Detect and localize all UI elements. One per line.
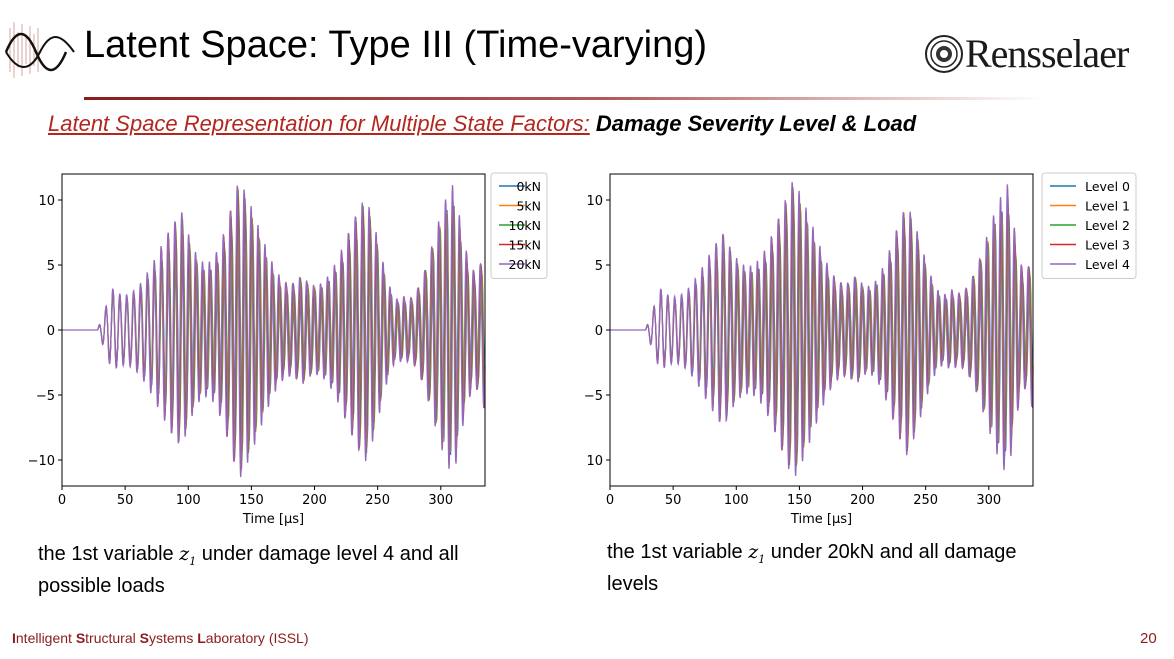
y-tick-label: 10 bbox=[586, 454, 603, 469]
y-tick-label: 10 bbox=[38, 194, 55, 209]
x-tick-label: 0 bbox=[58, 493, 66, 508]
slide-title: Latent Space: Type III (Time-varying) bbox=[84, 24, 708, 66]
y-tick-label: −10 bbox=[28, 454, 55, 469]
legend-label: Level 0 bbox=[1085, 179, 1130, 194]
footer-initial: S bbox=[139, 630, 149, 646]
x-tick-label: 250 bbox=[365, 493, 390, 508]
y-tick-label: 10 bbox=[586, 194, 603, 209]
legend-label: Level 2 bbox=[1085, 218, 1130, 233]
y-tick-label: 5 bbox=[47, 259, 55, 274]
legend: Level 0 Level 1 Level 2 Level 3 Level 4 bbox=[1041, 172, 1137, 279]
x-axis-label: Time [μs] bbox=[790, 512, 852, 527]
caption-right-variable: z1 bbox=[748, 541, 766, 566]
legend-label: 5kN bbox=[516, 199, 541, 214]
footer-initial: L bbox=[197, 630, 206, 646]
waveform-logo-icon bbox=[4, 18, 76, 82]
y-tick-label: −5 bbox=[584, 389, 603, 404]
x-axis-label: Time [μs] bbox=[242, 512, 304, 527]
footer-text: ystems bbox=[148, 630, 198, 646]
x-tick-label: 100 bbox=[724, 493, 749, 508]
footer-text: tructural bbox=[85, 630, 140, 646]
x-tick-label: 50 bbox=[117, 493, 134, 508]
footer-initial: I bbox=[12, 630, 16, 646]
legend-label: 10kN bbox=[509, 218, 542, 233]
x-tick-label: 150 bbox=[239, 493, 264, 508]
x-tick-label: 250 bbox=[913, 493, 938, 508]
footer-text: aboratory (ISSL) bbox=[205, 630, 309, 646]
legend-label: 20kN bbox=[509, 257, 542, 272]
rensselaer-wordmark: Rensselaer bbox=[965, 31, 1129, 76]
subtitle-lead: Latent Space Representation for Multiple… bbox=[48, 111, 590, 136]
legend-label: 0kN bbox=[516, 179, 541, 194]
series-line-level-4 bbox=[610, 182, 1034, 477]
caption-left-pre: the 1st variable bbox=[38, 543, 174, 565]
legend-label: 15kN bbox=[509, 238, 542, 253]
x-tick-label: 200 bbox=[850, 493, 875, 508]
y-tick-label: 5 bbox=[595, 259, 603, 274]
y-tick-label: 0 bbox=[47, 324, 55, 339]
caption-left-variable: z1 bbox=[179, 543, 197, 568]
caption-right-pre: the 1st variable bbox=[607, 541, 743, 563]
x-tick-label: 0 bbox=[606, 493, 614, 508]
x-tick-label: 300 bbox=[428, 493, 453, 508]
section-subtitle: Latent Space Representation for Multiple… bbox=[48, 111, 916, 137]
legend: 0kN 5kN 10kN 15kN 20kN bbox=[490, 172, 548, 279]
caption-left: the 1st variable z1 under damage level 4… bbox=[38, 542, 508, 599]
rpi-seal-icon bbox=[924, 34, 964, 74]
title-divider bbox=[84, 97, 1044, 100]
legend-label: Level 4 bbox=[1085, 257, 1130, 272]
page-number: 20 bbox=[1140, 630, 1157, 647]
x-tick-label: 200 bbox=[302, 493, 327, 508]
x-tick-label: 100 bbox=[176, 493, 201, 508]
x-tick-label: 150 bbox=[787, 493, 812, 508]
footer-text: ntelligent bbox=[15, 630, 76, 646]
plot-area bbox=[62, 185, 486, 478]
legend-box bbox=[1041, 172, 1137, 279]
caption-left-post: under damage level 4 and all possible lo… bbox=[38, 543, 459, 597]
plot-area bbox=[610, 182, 1034, 477]
x-tick-label: 300 bbox=[976, 493, 1001, 508]
series-line-20kn bbox=[62, 185, 486, 478]
caption-right-post: under 20kN and all damage levels bbox=[607, 541, 1017, 595]
y-tick-label: −5 bbox=[36, 389, 55, 404]
footer-lab-name: Intelligent Structural Systems Laborator… bbox=[12, 630, 309, 646]
legend-label: Level 3 bbox=[1085, 238, 1130, 253]
x-tick-label: 50 bbox=[665, 493, 682, 508]
y-tick-label: 0 bbox=[595, 324, 603, 339]
subtitle-tail: Damage Severity Level & Load bbox=[595, 111, 917, 136]
caption-right: the 1st variable z1 under 20kN and all d… bbox=[607, 540, 1027, 597]
footer-initial: S bbox=[75, 630, 86, 646]
legend-label: Level 1 bbox=[1085, 199, 1130, 214]
